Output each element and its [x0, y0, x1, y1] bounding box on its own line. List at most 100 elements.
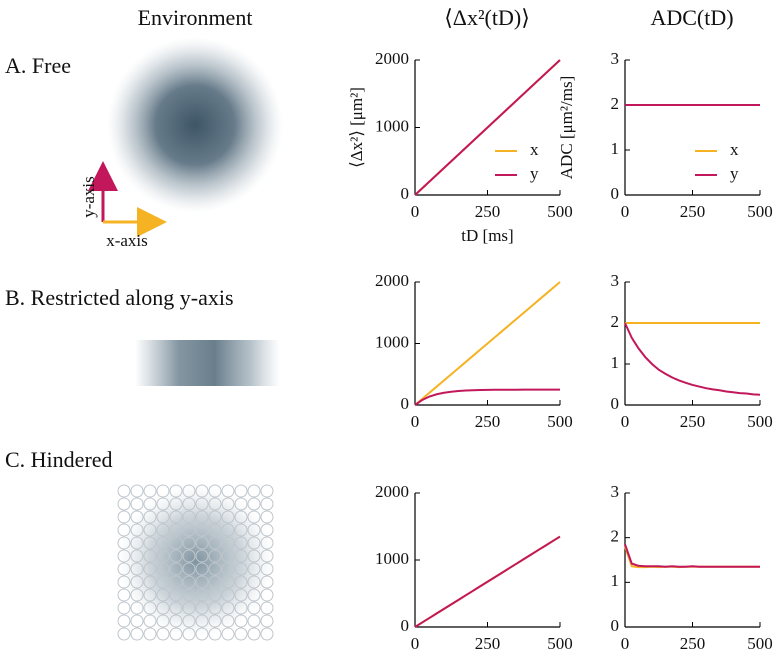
obstacle	[195, 484, 209, 498]
obstacle	[169, 549, 183, 563]
obstacle	[221, 588, 235, 602]
y-tick-label: 0	[401, 616, 410, 635]
series-line	[414, 535, 561, 628]
obstacle	[234, 614, 248, 628]
obstacle	[117, 510, 131, 524]
obstacle	[234, 601, 248, 615]
obstacle	[143, 588, 157, 602]
obstacle	[117, 536, 131, 550]
obstacle	[208, 536, 222, 550]
obstacle	[195, 497, 209, 511]
series-line	[414, 59, 561, 196]
x-tick-label: 0	[621, 202, 630, 221]
y-tick-label: 0	[611, 616, 620, 635]
obstacle	[169, 497, 183, 511]
obstacle	[156, 510, 170, 524]
obstacle	[208, 614, 222, 628]
obstacle	[260, 549, 274, 563]
column-title: Environment	[138, 5, 253, 30]
obstacle	[117, 497, 131, 511]
obstacle	[182, 627, 196, 641]
obstacle	[208, 562, 222, 576]
x-tick-label: 0	[621, 634, 630, 653]
obstacle	[130, 484, 144, 498]
obstacle	[182, 588, 196, 602]
x-tick-label: 500	[747, 412, 773, 431]
obstacle	[260, 575, 274, 589]
obstacle	[182, 536, 196, 550]
obstacle	[143, 484, 157, 498]
y-tick-label: 2	[611, 94, 620, 113]
obstacle	[130, 549, 144, 563]
obstacle	[234, 497, 248, 511]
obstacle	[247, 562, 261, 576]
obstacle	[156, 588, 170, 602]
obstacle	[156, 536, 170, 550]
legend-label: x	[730, 140, 739, 159]
obstacle	[143, 614, 157, 628]
obstacle	[117, 549, 131, 563]
x-tick-label: 0	[411, 634, 420, 653]
x-tick-label: 250	[475, 202, 501, 221]
obstacle	[247, 601, 261, 615]
obstacle	[156, 614, 170, 628]
obstacles	[117, 484, 274, 641]
obstacle	[182, 497, 196, 511]
obstacle	[169, 562, 183, 576]
panel-label: B. Restricted along y-axis	[5, 285, 234, 310]
obstacle	[117, 575, 131, 589]
obstacle	[247, 614, 261, 628]
obstacle	[182, 484, 196, 498]
y-tick-label: 3	[611, 49, 620, 68]
x-tick-label: 500	[547, 412, 573, 431]
obstacle	[130, 588, 144, 602]
obstacle	[247, 484, 261, 498]
obstacle	[221, 536, 235, 550]
x-tick-label: 250	[680, 412, 706, 431]
obstacle	[208, 523, 222, 537]
obstacle	[260, 588, 274, 602]
obstacle	[130, 575, 144, 589]
obstacle	[169, 510, 183, 524]
obstacle	[117, 627, 131, 641]
obstacle	[156, 575, 170, 589]
y-tick-label: 1000	[375, 549, 409, 568]
obstacle	[156, 523, 170, 537]
obstacle	[221, 627, 235, 641]
y-tick-label: 0	[401, 184, 410, 203]
obstacle	[143, 510, 157, 524]
obstacle	[143, 575, 157, 589]
x-tick-label: 500	[547, 634, 573, 653]
obstacle	[234, 510, 248, 524]
panel-label: A. Free	[5, 53, 71, 78]
obstacle	[143, 536, 157, 550]
obstacle	[156, 497, 170, 511]
obstacle	[208, 575, 222, 589]
obstacle	[182, 601, 196, 615]
obstacle	[169, 484, 183, 498]
obstacle	[182, 562, 196, 576]
y-tick-label: 1	[611, 353, 620, 372]
x-tick-label: 500	[547, 202, 573, 221]
obstacle	[260, 562, 274, 576]
y-tick-label: 2	[611, 527, 620, 546]
y-tick-label: 3	[611, 482, 620, 501]
obstacle	[195, 523, 209, 537]
obstacle	[234, 484, 248, 498]
series-line	[414, 281, 561, 406]
obstacle	[221, 549, 235, 563]
obstacle	[182, 510, 196, 524]
obstacle	[156, 484, 170, 498]
obstacle	[260, 627, 274, 641]
obstacle	[260, 614, 274, 628]
y-axis-label: ⟨Δx²⟩ [μm²]	[347, 87, 366, 168]
obstacle	[169, 588, 183, 602]
obstacle	[117, 614, 131, 628]
obstacle	[169, 575, 183, 589]
obstacle	[221, 614, 235, 628]
y-tick-label: 2000	[375, 482, 409, 501]
obstacle	[156, 601, 170, 615]
obstacle	[143, 562, 157, 576]
